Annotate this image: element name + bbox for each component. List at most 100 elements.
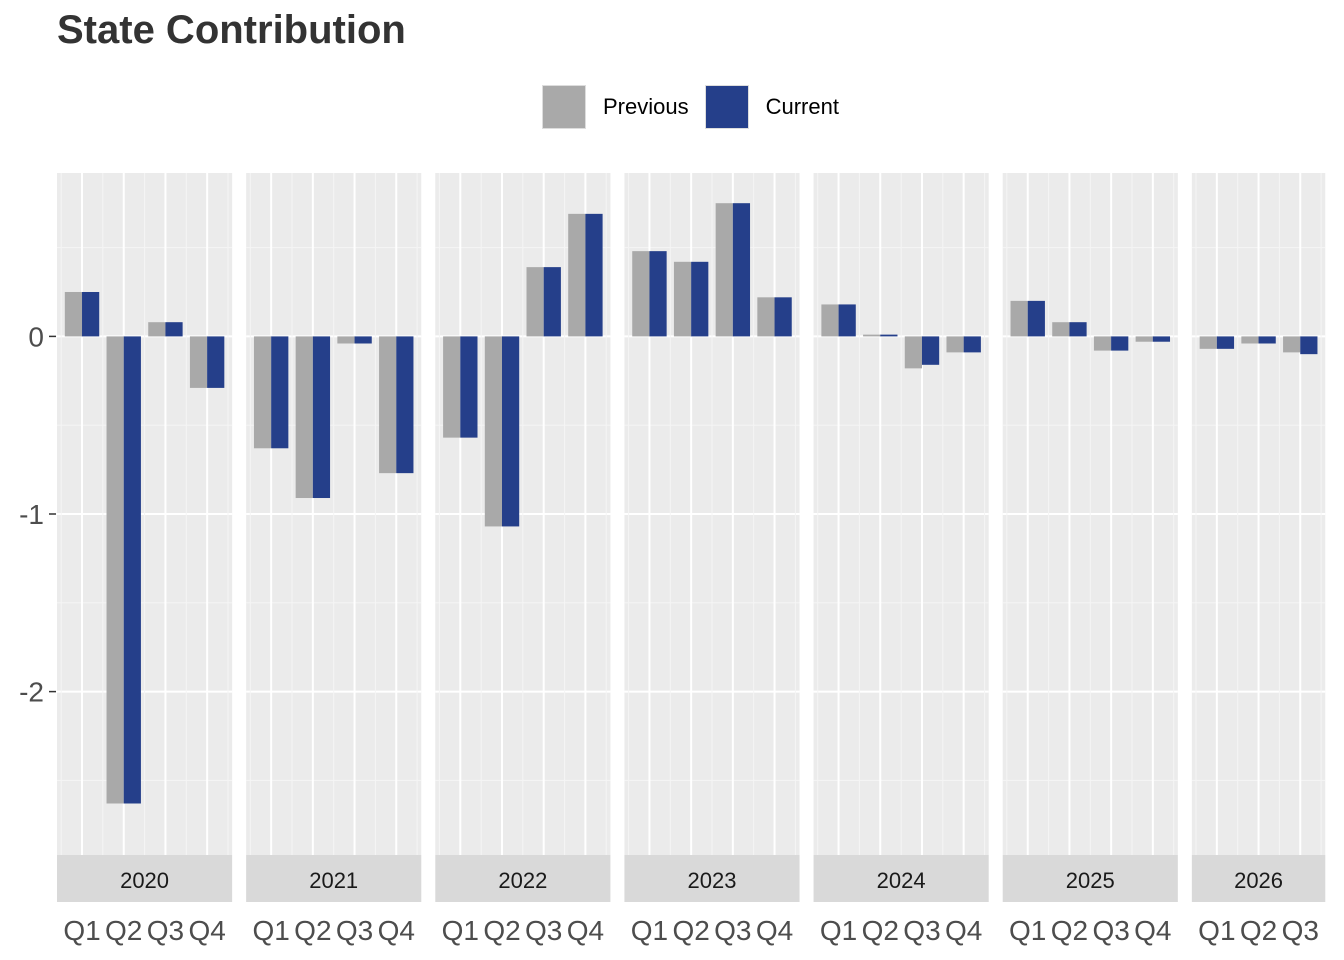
bar-current-2023-q3 [732,203,751,337]
x-tick-label: Q2 [672,915,709,946]
bar-previous-2020-q1 [64,291,83,337]
bar-previous-2026-q3 [1283,336,1301,353]
bar-current-2025-q3 [1111,336,1129,351]
bar-previous-2023-q4 [757,297,775,337]
facet-strip [624,855,800,902]
bar-previous-2021-q4 [379,336,397,474]
facet-label-2024: 2024 [877,868,926,893]
bar-previous-2026-q1 [1199,336,1217,349]
bar-previous-2021-q2 [295,336,313,499]
legend-item-current: Current [704,85,839,129]
bar-previous-2025-q1 [1010,300,1028,337]
x-tick-label: Q4 [378,915,415,946]
x-tick-label: Q1 [252,915,289,946]
x-tick-label: Q3 [336,915,373,946]
x-tick-label: Q2 [483,915,520,946]
x-tick-label: Q2 [1051,915,1088,946]
bar-previous-2023-q2 [673,261,692,337]
bar-current-2021-q4 [396,336,414,474]
bar-current-2021-q3 [354,336,372,344]
bar-previous-2024-q3 [904,336,922,369]
bar-current-2024-q1 [838,304,856,337]
bar-current-2024-q2 [880,334,898,337]
legend-label-current: Current [765,94,839,119]
x-tick-label: Q1 [631,915,668,946]
facet-strip [435,855,611,902]
bar-current-2022-q3 [543,267,561,337]
bar-previous-2024-q2 [863,334,881,337]
facet-strip [1002,855,1178,902]
bar-current-2023-q2 [691,261,709,337]
bar-previous-2024-q1 [821,304,839,337]
facet-strip [1191,855,1326,902]
x-tick-label: Q2 [294,915,331,946]
x-tick-label: Q2 [862,915,899,946]
bar-previous-2021-q1 [253,336,272,449]
x-tick-label: Q3 [903,915,940,946]
bar-current-2020-q3 [165,322,183,337]
x-tick-label: Q2 [105,915,142,946]
x-tick-label: Q2 [1240,915,1277,946]
facet-strip [57,855,233,902]
facet-strip [813,855,989,902]
bar-previous-2025-q3 [1093,336,1112,351]
bar-current-2020-q1 [82,291,100,337]
x-tick-label: Q3 [525,915,562,946]
facet-strip [246,855,422,902]
bar-previous-2022-q2 [484,336,502,527]
bar-current-2025-q4 [1152,336,1171,342]
bar-current-2024-q4 [963,336,981,353]
bar-current-2021-q1 [271,336,289,449]
y-tick-label: -2 [19,677,44,708]
bar-current-2025-q1 [1027,300,1045,337]
legend-swatch-current [704,85,749,129]
y-tick-label: 0 [28,321,44,352]
facet-label-2026: 2026 [1234,868,1283,893]
bar-previous-2025-q4 [1135,336,1153,342]
legend-label-previous: Previous [603,94,689,119]
bar-current-2026-q1 [1216,336,1235,349]
bar-current-2026-q3 [1300,336,1318,355]
x-tick-label: Q1 [1198,915,1235,946]
facet-label-2021: 2021 [309,868,358,893]
bar-current-2023-q4 [774,297,792,337]
bar-previous-2023-q3 [715,203,733,337]
legend: Previous Current [542,84,855,130]
bar-previous-2020-q3 [148,322,166,337]
chart-title: State Contribution [57,8,406,52]
x-tick-label: Q4 [567,915,604,946]
bar-previous-2026-q2 [1241,336,1259,344]
x-tick-label: Q1 [820,915,857,946]
x-tick-label: Q4 [188,915,225,946]
y-tick-label: -1 [19,499,44,530]
bar-previous-2022-q4 [568,213,586,337]
x-tick-label: Q3 [147,915,184,946]
bar-previous-2022-q3 [526,267,544,337]
facet-label-2022: 2022 [498,868,547,893]
bar-previous-2020-q2 [106,336,124,804]
facet-label-2023: 2023 [688,868,737,893]
bar-previous-2021-q3 [337,336,355,344]
bar-current-2024-q3 [921,336,940,365]
bar-current-2020-q2 [123,336,141,804]
bar-previous-2025-q2 [1052,322,1070,337]
bar-current-2022-q4 [585,213,603,337]
bar-current-2026-q2 [1258,336,1276,344]
legend-swatch-previous [542,85,586,129]
bar-current-2022-q2 [502,336,520,527]
x-tick-label: Q1 [1009,915,1046,946]
x-tick-label: Q3 [714,915,751,946]
bar-current-2021-q2 [312,336,331,499]
x-tick-label: Q3 [1092,915,1129,946]
bar-current-2020-q4 [207,336,225,388]
x-tick-label: Q4 [1134,915,1171,946]
bar-previous-2022-q1 [443,336,461,438]
bar-current-2023-q1 [649,251,667,337]
bar-current-2022-q1 [460,336,478,438]
bar-previous-2024-q4 [946,336,964,353]
x-tick-label: Q1 [442,915,479,946]
x-tick-label: Q1 [63,915,100,946]
facet-label-2025: 2025 [1066,868,1115,893]
x-tick-label: Q4 [945,915,982,946]
